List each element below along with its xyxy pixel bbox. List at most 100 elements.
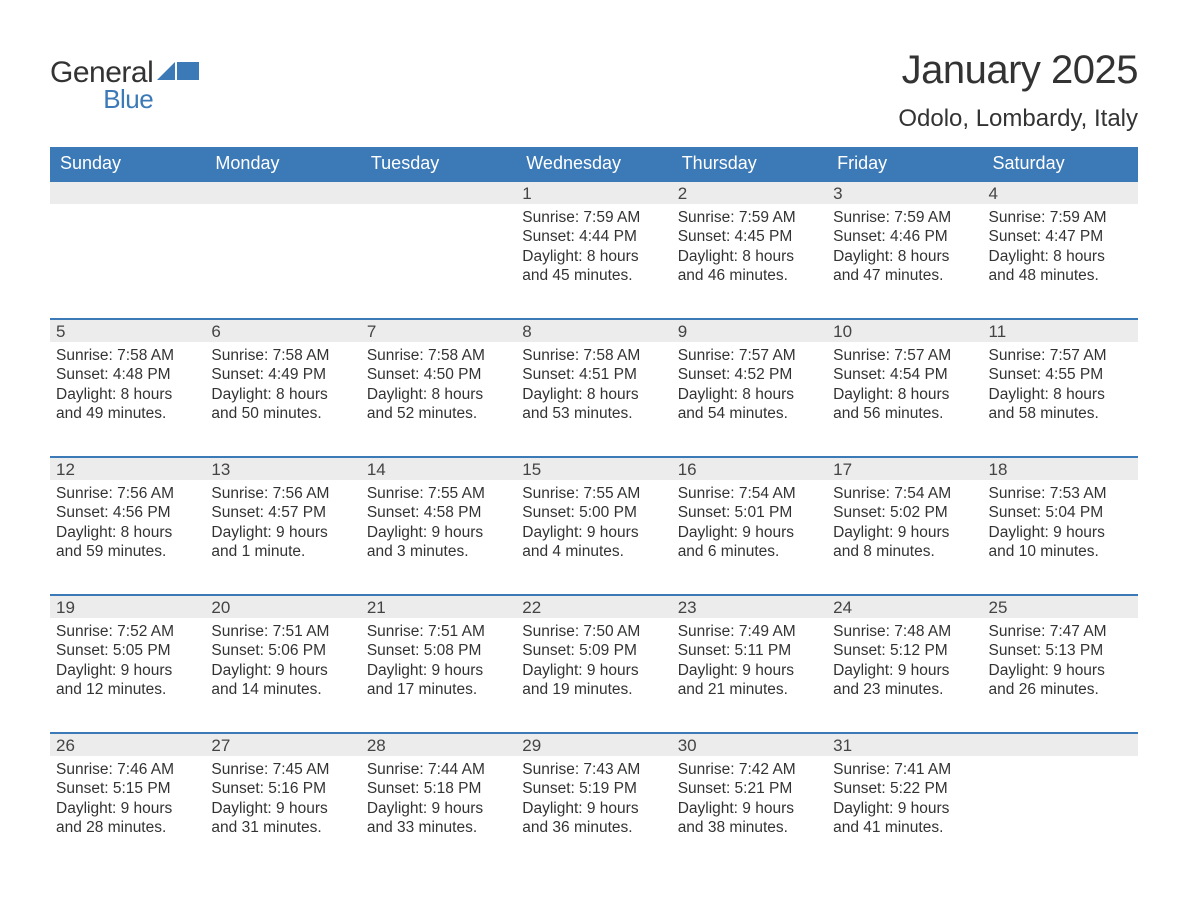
daylight-line-1: Daylight: 8 hours <box>678 385 821 404</box>
sunrise-line: Sunrise: 7:45 AM <box>211 760 354 779</box>
day-details: Sunrise: 7:55 AMSunset: 4:58 PMDaylight:… <box>361 480 516 564</box>
sunset-line: Sunset: 4:46 PM <box>833 227 976 246</box>
calendar-page: General Blue January 2025 Odolo, Lombard… <box>0 0 1188 918</box>
daylight-line-1: Daylight: 9 hours <box>678 799 821 818</box>
daylight-line-1: Daylight: 9 hours <box>989 661 1132 680</box>
sunset-line: Sunset: 5:22 PM <box>833 779 976 798</box>
day-name-saturday: Saturday <box>983 147 1138 180</box>
day-cell: 7Sunrise: 7:58 AMSunset: 4:50 PMDaylight… <box>361 318 516 456</box>
day-cell-inner: 7Sunrise: 7:58 AMSunset: 4:50 PMDaylight… <box>361 318 516 456</box>
daylight-line-1: Daylight: 8 hours <box>56 385 199 404</box>
day-cell: 9Sunrise: 7:57 AMSunset: 4:52 PMDaylight… <box>672 318 827 456</box>
sunrise-line: Sunrise: 7:42 AM <box>678 760 821 779</box>
sunset-line: Sunset: 5:21 PM <box>678 779 821 798</box>
sunset-line: Sunset: 4:47 PM <box>989 227 1132 246</box>
day-cell-inner: 15Sunrise: 7:55 AMSunset: 5:00 PMDayligh… <box>516 456 671 594</box>
sunset-line: Sunset: 4:44 PM <box>522 227 665 246</box>
day-details: Sunrise: 7:54 AMSunset: 5:02 PMDaylight:… <box>827 480 982 564</box>
day-cell-inner: 16Sunrise: 7:54 AMSunset: 5:01 PMDayligh… <box>672 456 827 594</box>
daylight-line-1: Daylight: 8 hours <box>989 247 1132 266</box>
day-details: Sunrise: 7:58 AMSunset: 4:49 PMDaylight:… <box>205 342 360 426</box>
sunset-line: Sunset: 5:04 PM <box>989 503 1132 522</box>
daylight-line-2: and 4 minutes. <box>522 542 665 561</box>
day-cell: 29Sunrise: 7:43 AMSunset: 5:19 PMDayligh… <box>516 732 671 870</box>
day-cell-inner: 6Sunrise: 7:58 AMSunset: 4:49 PMDaylight… <box>205 318 360 456</box>
day-cell: 14Sunrise: 7:55 AMSunset: 4:58 PMDayligh… <box>361 456 516 594</box>
daylight-line-2: and 45 minutes. <box>522 266 665 285</box>
day-cell <box>205 180 360 318</box>
daylight-line-1: Daylight: 9 hours <box>833 523 976 542</box>
day-cell-inner: 13Sunrise: 7:56 AMSunset: 4:57 PMDayligh… <box>205 456 360 594</box>
day-details: Sunrise: 7:41 AMSunset: 5:22 PMDaylight:… <box>827 756 982 840</box>
daylight-line-2: and 17 minutes. <box>367 680 510 699</box>
day-number: 23 <box>672 594 827 618</box>
day-number <box>205 180 360 204</box>
day-number: 22 <box>516 594 671 618</box>
day-cell: 17Sunrise: 7:54 AMSunset: 5:02 PMDayligh… <box>827 456 982 594</box>
day-cell-inner <box>361 180 516 318</box>
sunset-line: Sunset: 5:00 PM <box>522 503 665 522</box>
day-name-sunday: Sunday <box>50 147 205 180</box>
day-details: Sunrise: 7:53 AMSunset: 5:04 PMDaylight:… <box>983 480 1138 564</box>
day-name-tuesday: Tuesday <box>361 147 516 180</box>
sunrise-line: Sunrise: 7:55 AM <box>522 484 665 503</box>
day-cell-inner: 17Sunrise: 7:54 AMSunset: 5:02 PMDayligh… <box>827 456 982 594</box>
day-cell-inner: 28Sunrise: 7:44 AMSunset: 5:18 PMDayligh… <box>361 732 516 870</box>
day-cell-inner: 29Sunrise: 7:43 AMSunset: 5:19 PMDayligh… <box>516 732 671 870</box>
day-cell-inner: 19Sunrise: 7:52 AMSunset: 5:05 PMDayligh… <box>50 594 205 732</box>
daylight-line-2: and 50 minutes. <box>211 404 354 423</box>
day-cell-inner: 3Sunrise: 7:59 AMSunset: 4:46 PMDaylight… <box>827 180 982 318</box>
day-number: 27 <box>205 732 360 756</box>
daylight-line-1: Daylight: 8 hours <box>833 247 976 266</box>
day-cell-inner: 10Sunrise: 7:57 AMSunset: 4:54 PMDayligh… <box>827 318 982 456</box>
daylight-line-1: Daylight: 9 hours <box>367 661 510 680</box>
day-number: 29 <box>516 732 671 756</box>
sunrise-line: Sunrise: 7:56 AM <box>56 484 199 503</box>
sunset-line: Sunset: 5:19 PM <box>522 779 665 798</box>
sunset-line: Sunset: 4:48 PM <box>56 365 199 384</box>
day-details: Sunrise: 7:56 AMSunset: 4:56 PMDaylight:… <box>50 480 205 564</box>
sunrise-line: Sunrise: 7:57 AM <box>678 346 821 365</box>
sunrise-line: Sunrise: 7:41 AM <box>833 760 976 779</box>
day-details: Sunrise: 7:42 AMSunset: 5:21 PMDaylight:… <box>672 756 827 840</box>
day-cell: 5Sunrise: 7:58 AMSunset: 4:48 PMDaylight… <box>50 318 205 456</box>
sunrise-line: Sunrise: 7:49 AM <box>678 622 821 641</box>
daylight-line-2: and 36 minutes. <box>522 818 665 837</box>
location-subtitle: Odolo, Lombardy, Italy <box>898 105 1138 133</box>
day-cell-inner: 9Sunrise: 7:57 AMSunset: 4:52 PMDaylight… <box>672 318 827 456</box>
day-cell: 12Sunrise: 7:56 AMSunset: 4:56 PMDayligh… <box>50 456 205 594</box>
daylight-line-2: and 14 minutes. <box>211 680 354 699</box>
day-number <box>361 180 516 204</box>
sunset-line: Sunset: 5:01 PM <box>678 503 821 522</box>
day-details: Sunrise: 7:47 AMSunset: 5:13 PMDaylight:… <box>983 618 1138 702</box>
day-cell-inner: 25Sunrise: 7:47 AMSunset: 5:13 PMDayligh… <box>983 594 1138 732</box>
title-block: January 2025 Odolo, Lombardy, Italy <box>898 48 1138 133</box>
day-cell: 30Sunrise: 7:42 AMSunset: 5:21 PMDayligh… <box>672 732 827 870</box>
day-name-friday: Friday <box>827 147 982 180</box>
daylight-line-2: and 48 minutes. <box>989 266 1132 285</box>
day-number: 26 <box>50 732 205 756</box>
daylight-line-1: Daylight: 9 hours <box>522 799 665 818</box>
sunrise-line: Sunrise: 7:58 AM <box>211 346 354 365</box>
day-number: 2 <box>672 180 827 204</box>
day-cell-inner: 4Sunrise: 7:59 AMSunset: 4:47 PMDaylight… <box>983 180 1138 318</box>
sunset-line: Sunset: 5:06 PM <box>211 641 354 660</box>
page-header: General Blue January 2025 Odolo, Lombard… <box>50 48 1138 133</box>
day-cell-inner: 31Sunrise: 7:41 AMSunset: 5:22 PMDayligh… <box>827 732 982 870</box>
daylight-line-1: Daylight: 8 hours <box>56 523 199 542</box>
day-number: 6 <box>205 318 360 342</box>
day-cell: 31Sunrise: 7:41 AMSunset: 5:22 PMDayligh… <box>827 732 982 870</box>
day-number <box>983 732 1138 756</box>
day-details: Sunrise: 7:51 AMSunset: 5:06 PMDaylight:… <box>205 618 360 702</box>
day-cell: 16Sunrise: 7:54 AMSunset: 5:01 PMDayligh… <box>672 456 827 594</box>
day-number: 18 <box>983 456 1138 480</box>
sunset-line: Sunset: 4:56 PM <box>56 503 199 522</box>
day-details: Sunrise: 7:52 AMSunset: 5:05 PMDaylight:… <box>50 618 205 702</box>
sunrise-line: Sunrise: 7:52 AM <box>56 622 199 641</box>
day-cell-inner: 5Sunrise: 7:58 AMSunset: 4:48 PMDaylight… <box>50 318 205 456</box>
day-details: Sunrise: 7:58 AMSunset: 4:50 PMDaylight:… <box>361 342 516 426</box>
day-details: Sunrise: 7:59 AMSunset: 4:45 PMDaylight:… <box>672 204 827 288</box>
day-cell: 21Sunrise: 7:51 AMSunset: 5:08 PMDayligh… <box>361 594 516 732</box>
day-names-row: Sunday Monday Tuesday Wednesday Thursday… <box>50 147 1138 180</box>
sunrise-line: Sunrise: 7:58 AM <box>56 346 199 365</box>
